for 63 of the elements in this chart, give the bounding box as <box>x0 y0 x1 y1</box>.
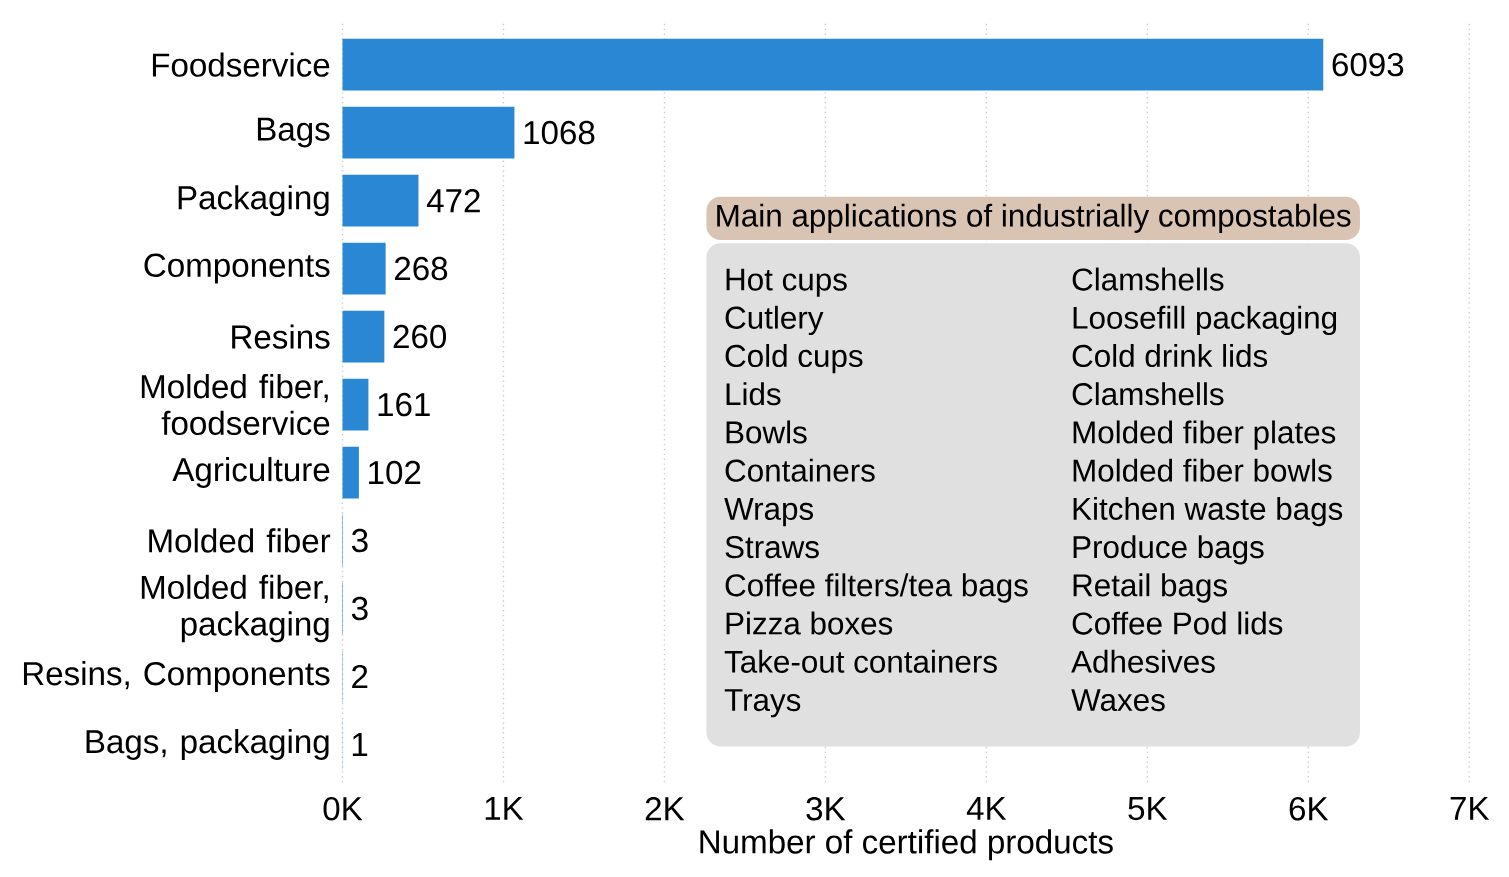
data-label: 472 <box>426 189 480 213</box>
bar <box>342 310 385 363</box>
x-tick-label: 1K <box>485 797 524 821</box>
annotation: Coffee filters/tea bags <box>725 573 1028 603</box>
x-tick-label: 0K <box>323 797 363 821</box>
data-label: 2 <box>352 665 368 689</box>
annotation: Bowls <box>726 420 807 444</box>
y-tick-label: Packaging <box>178 185 329 217</box>
x-tick-label: 6K <box>1289 797 1329 821</box>
bar <box>342 174 419 227</box>
annotation: Wraps <box>724 498 814 527</box>
annotation: Lids <box>726 382 781 406</box>
x-axis-title: Number of certified products <box>700 829 1113 861</box>
data-label: 260 <box>393 325 447 349</box>
y-tick-label: Resins <box>232 324 330 349</box>
annotation: Cold cups <box>725 344 863 374</box>
y-tick-label: Molded fiber, foodservice <box>141 374 330 436</box>
data-label: 102 <box>369 461 421 485</box>
x-tick-label: 4K <box>966 797 1007 821</box>
annotation: Cutlery <box>725 306 824 336</box>
annotation: Loosefill packaging <box>1073 306 1337 336</box>
y-tick-label: Resins, Components <box>23 661 330 693</box>
y-tick-label: Agriculture <box>172 457 330 489</box>
y-tick-label: Bags, packaging <box>86 729 329 761</box>
bar <box>342 106 515 159</box>
annotation: Waxes <box>1071 689 1165 712</box>
annotation: Straws <box>725 536 819 559</box>
y-tick-label: Bags <box>257 117 330 148</box>
data-label: 3 <box>351 596 368 621</box>
annotation: Coffee Pod lids <box>1072 611 1283 635</box>
annotation: Take-out containers <box>724 650 997 674</box>
annotation: Kitchen waste bags <box>1073 497 1343 527</box>
y-tick-label: Molded fiber <box>149 528 331 553</box>
annotation: Clamshells <box>1072 382 1224 406</box>
bar <box>342 378 369 431</box>
annotation: Cold drink lids <box>1072 344 1268 368</box>
annotation: Trays <box>724 689 801 718</box>
annotation: Retail bags <box>1073 573 1227 603</box>
y-tick-label: Foodservice <box>152 52 330 77</box>
x-tick-label: 3K <box>806 797 846 821</box>
annotation: Molded fiber bowls <box>1073 458 1332 482</box>
x-tick-label: 7K <box>1450 797 1490 821</box>
bar <box>342 38 1324 91</box>
bar <box>342 242 386 295</box>
x-tick-label: 5K <box>1128 797 1168 821</box>
annotation: Molded fiber plates <box>1073 420 1336 450</box>
annotation: Pizza boxes <box>726 611 893 635</box>
data-label: 161 <box>378 393 430 417</box>
data-label: 268 <box>394 257 448 281</box>
annotation: Produce bags <box>1073 535 1264 565</box>
annotation: Main applications of industrially compostables <box>717 203 1351 234</box>
data-label: 6093 <box>1332 53 1404 77</box>
y-tick-label: Components <box>144 253 330 284</box>
bar <box>342 446 359 499</box>
x-tick-label: 2K <box>645 797 685 821</box>
data-label: 1 <box>352 733 368 757</box>
annotation: Hot cups <box>726 268 847 298</box>
data-label: 3 <box>351 528 368 553</box>
y-tick-label: Molded fiber, packaging <box>141 574 329 643</box>
data-label: 1068 <box>524 121 595 145</box>
annotation: Containers <box>725 458 875 482</box>
annotation: Clamshells <box>1072 267 1224 291</box>
annotation: Adhesives <box>1071 650 1215 674</box>
